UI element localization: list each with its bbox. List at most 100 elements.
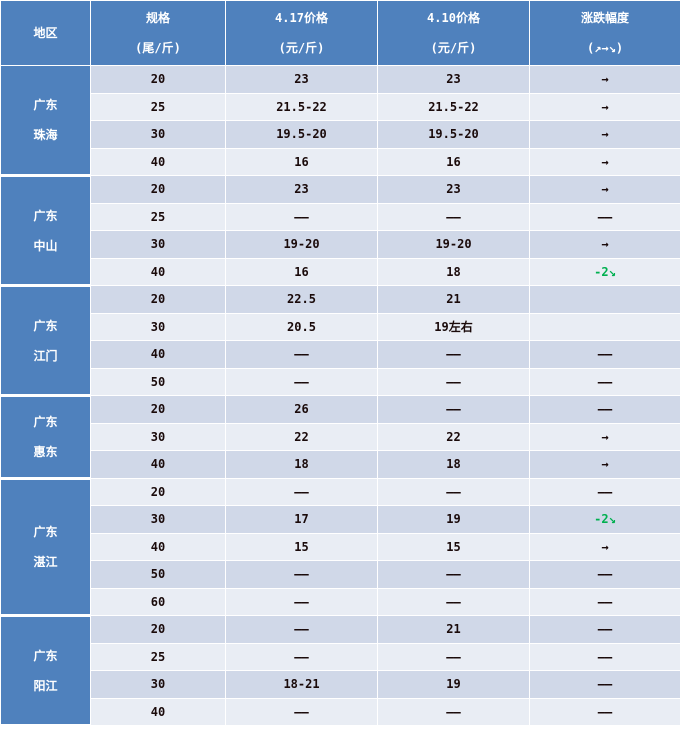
spec-cell: 20 [90, 477, 226, 506]
header-row: 地区 规格 (尾/斤) 4.17价格 (元/斤) 4.10价格 (元/斤) 涨跌幅度(… [0, 0, 680, 66]
price-prev-cell: 19 [377, 505, 530, 534]
spec-cell: 40 [90, 147, 226, 176]
spec-cell: 20 [90, 65, 226, 94]
spec-cell: 30 [90, 120, 226, 149]
change-cell: —— [529, 642, 680, 671]
table-row: 广东 湛江 20 —— —— —— [0, 477, 680, 617]
change-cell [529, 312, 680, 341]
table-row: 40 16 16 → [1, 147, 680, 176]
header-spec: 规格 (尾/斤) [90, 0, 226, 66]
price-prev-cell: —— [377, 367, 530, 396]
change-cell: → [529, 450, 680, 479]
change-cell: → [529, 65, 680, 94]
price-now-cell: —— [225, 477, 378, 506]
header-price-prev: 4.10价格 (元/斤) [377, 0, 530, 66]
change-cell: → [529, 175, 680, 204]
change-cell: —— [529, 367, 680, 396]
spec-cell: 25 [90, 642, 226, 671]
price-prev-cell: 23 [377, 65, 530, 94]
price-prev-cell: 19-20 [377, 230, 530, 259]
price-now-cell: 18-21 [225, 670, 378, 699]
spec-cell: 50 [90, 560, 226, 589]
spec-cell: 60 [90, 587, 226, 616]
change-cell: → [529, 532, 680, 561]
price-now-cell: —— [225, 560, 378, 589]
price-prev-cell: 22 [377, 422, 530, 451]
region-cell: 广东 中山 [0, 175, 91, 287]
price-now-cell: —— [225, 697, 378, 726]
price-prev-cell: 16 [377, 147, 530, 176]
price-now-cell: —— [225, 587, 378, 616]
price-now-cell: 20.5 [225, 312, 378, 341]
table-row: 30 19.5-20 19.5-20 → [1, 120, 680, 149]
region-cell: 广东 惠东 [0, 395, 91, 480]
change-cell: —— [529, 670, 680, 699]
table-row: 25 —— —— —— [1, 642, 680, 671]
spec-cell: 20 [90, 175, 226, 204]
table-row: 广东 中山 20 23 23 → [0, 175, 680, 287]
header-price-now: 4.17价格 (元/斤) [225, 0, 378, 66]
price-now-cell: —— [225, 202, 378, 231]
change-cell: —— [529, 340, 680, 369]
table-row: 30 19-20 19-20 → [1, 230, 680, 259]
price-now-cell: 23 [225, 175, 378, 204]
table-row: 40 18 18 → [1, 450, 680, 479]
table-row: 广东 珠海 20 23 23 → [0, 65, 680, 177]
price-prev-cell: —— [377, 477, 530, 506]
price-prev-cell: 19.5-20 [377, 120, 530, 149]
price-table: 地区 规格 (尾/斤) 4.17价格 (元/斤) 4.10价格 (元/斤) 涨跌幅度(… [0, 0, 680, 727]
spec-cell: 20 [90, 395, 226, 424]
change-cell: -2↘ [529, 505, 680, 534]
table-row: 广东 江门 20 22.5 21 [0, 285, 680, 397]
price-prev-cell: —— [377, 697, 530, 726]
spec-cell: 40 [90, 532, 226, 561]
price-now-cell: 16 [225, 147, 378, 176]
price-prev-cell: —— [377, 560, 530, 589]
table-row: 50 —— —— —— [1, 560, 680, 589]
spec-cell: 30 [90, 505, 226, 534]
price-now-cell: —— [225, 367, 378, 396]
change-cell: —— [529, 615, 680, 644]
price-prev-cell: 18 [377, 257, 530, 286]
spec-cell: 25 [90, 202, 226, 231]
price-now-cell: 26 [225, 395, 378, 424]
change-cell: -2↘ [529, 257, 680, 286]
change-cell [529, 285, 680, 314]
spec-cell: 30 [90, 312, 226, 341]
price-now-cell: 17 [225, 505, 378, 534]
price-now-cell: 21.5-22 [225, 92, 378, 121]
header-change: 涨跌幅度 (↗→↘) [529, 0, 680, 66]
price-now-cell: 22.5 [225, 285, 378, 314]
change-cell: —— [529, 560, 680, 589]
table-row: 30 17 19 -2↘ [1, 505, 680, 534]
spec-cell: 25 [90, 92, 226, 121]
price-now-cell: 22 [225, 422, 378, 451]
price-prev-cell: 21 [377, 285, 530, 314]
price-prev-cell: —— [377, 395, 530, 424]
price-prev-cell: —— [377, 587, 530, 616]
price-prev-cell: 18 [377, 450, 530, 479]
change-cell: → [529, 120, 680, 149]
table-row: 30 18-21 19 —— [1, 670, 680, 699]
spec-cell: 40 [90, 257, 226, 286]
region-cell: 广东 阳江 [0, 615, 91, 727]
change-cell: → [529, 230, 680, 259]
table-row: 40 —— —— —— [1, 697, 680, 726]
price-now-cell: 23 [225, 65, 378, 94]
change-cell: → [529, 92, 680, 121]
price-now-cell: —— [225, 615, 378, 644]
spec-cell: 30 [90, 230, 226, 259]
table-row: 40 16 18 -2↘ [1, 257, 680, 286]
table-row: 30 20.5 19左右 [1, 312, 680, 341]
table-row: 50 —— —— —— [1, 367, 680, 396]
price-prev-cell: 15 [377, 532, 530, 561]
price-prev-cell: 21.5-22 [377, 92, 530, 121]
region-cell: 广东 湛江 [0, 477, 91, 617]
price-now-cell: 15 [225, 532, 378, 561]
table-row: 40 —— —— —— [1, 340, 680, 369]
change-cell: —— [529, 477, 680, 506]
spec-cell: 40 [90, 340, 226, 369]
change-cell: —— [529, 587, 680, 616]
price-now-cell: 16 [225, 257, 378, 286]
change-cell: —— [529, 202, 680, 231]
